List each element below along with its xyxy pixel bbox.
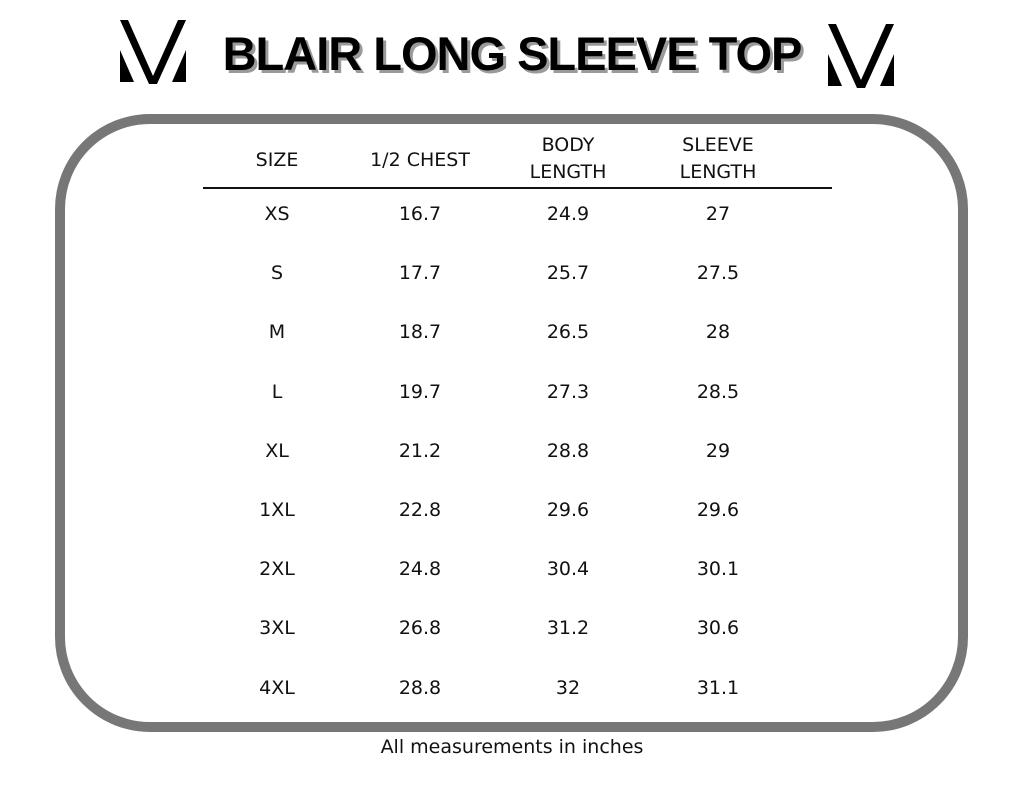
cell-body-length: 32 (555, 676, 581, 699)
header-line: BODY (541, 134, 595, 156)
cell-body-length: 25.7 (546, 262, 590, 285)
cell-sleeve-length: 30.1 (696, 558, 740, 581)
size-chart-frame (55, 114, 968, 732)
cell-half-chest: 18.7 (398, 321, 442, 344)
cell-body-length: 27.3 (546, 380, 590, 403)
header-body-length: BODY LENGTH (530, 132, 607, 186)
cell-sleeve-length: 29 (705, 439, 731, 462)
cell-size: XL (265, 439, 289, 462)
cell-half-chest: 22.8 (398, 499, 442, 521)
cell-size: 4XL (259, 676, 295, 699)
cell-half-chest: 28.8 (398, 676, 442, 699)
cell-size: 3XL (259, 617, 295, 640)
cell-size: L (271, 380, 283, 403)
cell-body-length: 26.5 (546, 321, 590, 344)
cell-half-chest: 26.8 (398, 617, 442, 640)
header-line: LENGTH (679, 161, 757, 183)
header-sleeve-length: SLEEVE LENGTH (680, 132, 757, 186)
cell-half-chest: 17.7 (398, 262, 442, 285)
cell-half-chest: 19.7 (398, 380, 442, 403)
cell-sleeve-length: 27.5 (696, 262, 740, 285)
header-half-chest: 1/2 CHEST (370, 147, 470, 174)
cell-size: S (270, 262, 284, 285)
header-line: 1/2 CHEST (370, 149, 470, 171)
cell-sleeve-length: 28.5 (696, 380, 740, 403)
logo-icon (828, 24, 894, 88)
header-line: SLEEVE (682, 134, 754, 156)
cell-sleeve-length: 31.1 (696, 676, 740, 699)
cell-size: 1XL (259, 499, 295, 521)
cell-sleeve-length: 27 (705, 203, 731, 225)
footer-note: All measurements in inches (380, 736, 644, 758)
cell-size: XS (264, 203, 290, 225)
cell-body-length: 30.4 (546, 558, 590, 581)
header-size: SIZE (256, 147, 299, 174)
cell-size: 2XL (259, 558, 295, 581)
cell-half-chest: 16.7 (398, 203, 442, 225)
cell-body-length: 24.9 (546, 203, 590, 225)
cell-half-chest: 21.2 (398, 439, 442, 462)
cell-sleeve-length: 29.6 (696, 499, 740, 521)
header-line: LENGTH (529, 161, 607, 183)
header-divider (203, 187, 832, 189)
cell-half-chest: 24.8 (398, 558, 442, 581)
cell-size: M (268, 321, 286, 344)
cell-body-length: 29.6 (546, 499, 590, 521)
cell-sleeve-length: 30.6 (696, 617, 740, 640)
cell-body-length: 28.8 (546, 439, 590, 462)
page-title: BLAIR LONG SLEEVE TOP (222, 27, 803, 80)
cell-sleeve-length: 28 (705, 321, 731, 344)
header-line: SIZE (255, 149, 299, 171)
logo-icon (120, 20, 186, 84)
cell-body-length: 31.2 (546, 617, 590, 640)
